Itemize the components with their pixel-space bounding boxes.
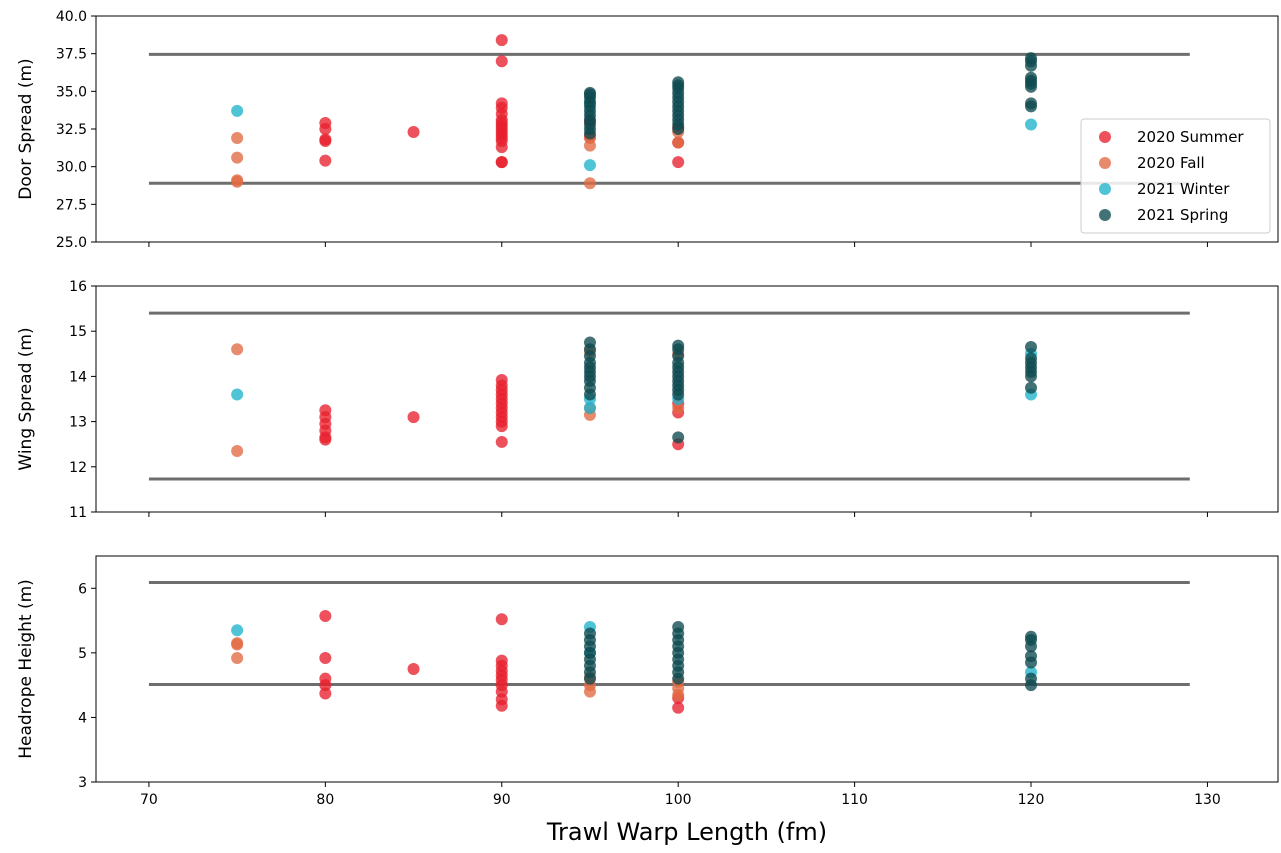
- legend-marker: [1099, 131, 1111, 143]
- x-axis-title: Trawl Warp Length (fm): [546, 818, 827, 846]
- y-tick-label: 40.0: [56, 9, 87, 25]
- panel-2: 11 12 13 14 15 16 Wing Spread (m): [16, 279, 1279, 521]
- y-tick-label: 27.5: [56, 197, 87, 213]
- point-2020-summer: [319, 652, 332, 665]
- x-tick-label: 70: [140, 792, 158, 808]
- y-tick-label: 11: [69, 505, 87, 521]
- y-tick-label: 3: [78, 775, 87, 791]
- point-2020-summer: [672, 701, 685, 714]
- y-tick-label: 6: [78, 581, 87, 597]
- legend-label: 2021 Winter: [1137, 180, 1230, 198]
- point-2021-winter: [231, 104, 244, 117]
- point-2021-spring: [672, 76, 685, 89]
- y-tick-label: 35.0: [56, 84, 87, 100]
- legend-marker: [1099, 157, 1111, 169]
- y-tick-label: 14: [69, 369, 87, 385]
- point-2020-fall: [583, 177, 596, 190]
- point-2021-spring: [1025, 97, 1038, 110]
- point-2021-spring: [672, 621, 685, 634]
- point-2021-spring: [1025, 341, 1038, 354]
- point-2021-spring: [672, 339, 685, 352]
- y-axis-title: Door Spread (m): [16, 58, 36, 199]
- y-tick-label: 13: [69, 415, 87, 431]
- point-2020-summer: [672, 156, 685, 169]
- legend-label: 2020 Fall: [1137, 154, 1205, 172]
- point-2020-fall: [231, 151, 244, 164]
- x-tick-label: 120: [1018, 792, 1045, 808]
- x-tick-label: 130: [1194, 792, 1221, 808]
- point-2020-summer: [495, 435, 508, 448]
- legend-marker: [1099, 183, 1111, 195]
- panel-3: 3 4 5 6 Headrope Height (m): [16, 555, 1279, 791]
- point-2020-summer: [319, 133, 332, 146]
- point-2020-summer: [495, 654, 508, 667]
- point-2021-spring: [583, 336, 596, 349]
- point-2021-winter: [583, 159, 596, 172]
- point-2021-winter: [231, 388, 244, 401]
- y-tick-label: 15: [69, 324, 87, 340]
- point-2021-spring: [1025, 650, 1038, 663]
- point-2020-fall: [231, 174, 244, 187]
- point-2021-spring: [1025, 381, 1038, 394]
- point-2021-spring: [1025, 672, 1038, 685]
- point-2021-spring: [583, 627, 596, 640]
- point-2020-summer: [495, 97, 508, 110]
- point-2020-summer: [319, 404, 332, 417]
- y-tick-label: 37.5: [56, 47, 87, 63]
- x-tick-label: 90: [493, 792, 511, 808]
- point-2021-winter: [231, 624, 244, 637]
- y-tick-label: 32.5: [56, 122, 87, 138]
- point-2020-summer: [319, 672, 332, 685]
- point-2021-spring: [1025, 52, 1038, 65]
- legend-box: [1080, 118, 1271, 234]
- point-2021-spring: [1025, 352, 1038, 365]
- point-2020-fall: [231, 343, 244, 356]
- x-tick-label: 100: [665, 792, 692, 808]
- point-2020-summer: [319, 154, 332, 167]
- point-2020-summer: [319, 116, 332, 129]
- y-tick-label: 5: [78, 646, 87, 662]
- point-2020-summer: [495, 55, 508, 68]
- y-tick-label: 30.0: [56, 160, 87, 176]
- y-tick-label: 25.0: [56, 235, 87, 251]
- legend: 2020 Summer 2020 Fall 2021 Winter 2021 Spri…: [1080, 118, 1271, 234]
- point-2021-spring: [1025, 71, 1038, 84]
- y-axis-title: Headrope Height (m): [16, 579, 36, 759]
- point-2021-spring: [583, 86, 596, 99]
- point-2021-spring: [672, 431, 685, 444]
- point-2021-winter: [1025, 118, 1038, 131]
- legend-label: 2020 Summer: [1137, 128, 1244, 146]
- point-2020-summer: [495, 613, 508, 626]
- panel-frame: [95, 285, 1279, 513]
- y-tick-label: 16: [69, 279, 87, 295]
- y-axis-title: Wing Spread (m): [16, 327, 36, 470]
- point-2020-fall: [672, 136, 685, 149]
- point-2020-summer: [495, 34, 508, 47]
- x-tick-label: 80: [316, 792, 334, 808]
- y-tick-label: 4: [78, 710, 87, 726]
- point-2020-summer: [407, 411, 420, 424]
- legend-marker: [1099, 209, 1111, 221]
- panel-1: 25.0 27.5 30.0 32.5 35.0 37.5 40.0 Door Spread …: [16, 9, 1279, 251]
- point-2020-summer: [495, 374, 508, 387]
- x-tick-label: 110: [841, 792, 868, 808]
- point-2020-summer: [407, 663, 420, 675]
- point-2020-summer: [407, 126, 420, 139]
- point-2020-fall: [231, 132, 244, 145]
- point-2021-spring: [1025, 630, 1038, 643]
- point-2020-summer: [319, 610, 332, 623]
- point-2021-winter: [583, 402, 596, 415]
- point-2020-summer: [495, 156, 508, 169]
- y-tick-label: 12: [69, 460, 87, 476]
- point-2020-summer: [319, 687, 332, 700]
- panels-layer: 25.0 27.5 30.0 32.5 35.0 37.5 40.0 Door Spread …: [16, 9, 1279, 808]
- point-2020-fall: [231, 637, 244, 650]
- panel-frame: [95, 555, 1279, 783]
- point-2020-fall: [231, 444, 244, 457]
- point-2020-fall: [672, 402, 685, 415]
- point-2020-fall: [231, 652, 244, 665]
- legend-label: 2021 Spring: [1137, 206, 1228, 224]
